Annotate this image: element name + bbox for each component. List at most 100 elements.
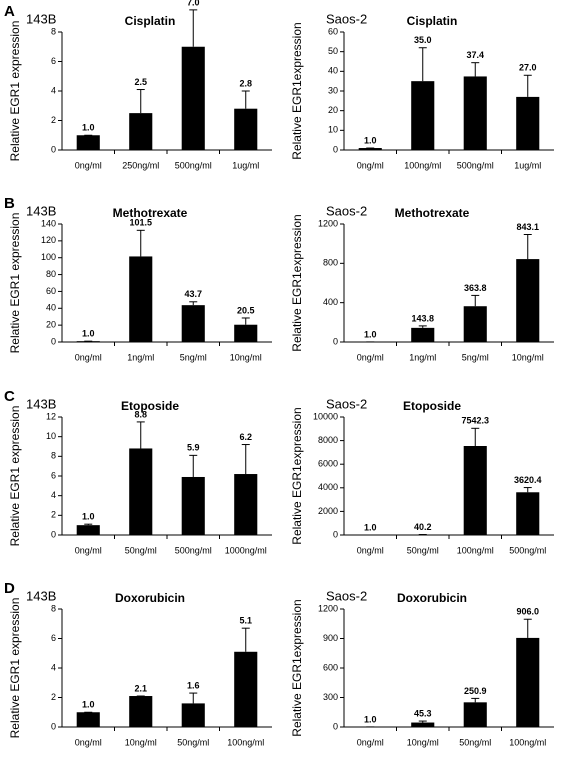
value-label: 40.2 xyxy=(414,522,432,532)
value-label: 1.0 xyxy=(364,714,377,724)
bar xyxy=(181,46,205,150)
value-label: 1.0 xyxy=(82,123,95,133)
y-tick-label: 2000 xyxy=(318,506,338,516)
cell-line: Saos-2 xyxy=(326,11,367,26)
bar xyxy=(358,148,382,150)
value-label: 906.0 xyxy=(516,607,539,617)
y-tick-label: 4 xyxy=(51,85,56,95)
x-tick-label: 100ng/ml xyxy=(457,545,494,555)
bar xyxy=(181,703,205,727)
cell-line: 143B xyxy=(26,588,56,603)
y-tick-label: 10000 xyxy=(313,411,338,421)
chart-title: Doxorubicin xyxy=(115,591,185,605)
cell-line: 143B xyxy=(26,396,56,411)
bar xyxy=(129,696,153,727)
chart-title: Methotrexate xyxy=(395,206,470,220)
bar xyxy=(129,448,153,535)
y-tick-label: 900 xyxy=(323,633,338,643)
value-label: 2.1 xyxy=(134,683,147,693)
bar xyxy=(129,256,153,342)
y-tick-label: 20 xyxy=(328,105,338,115)
x-tick-label: 500ng/ml xyxy=(175,545,212,555)
value-label: 143.8 xyxy=(411,313,434,323)
bar xyxy=(234,108,258,150)
bar xyxy=(463,76,487,150)
y-tick-label: 60 xyxy=(328,26,338,36)
bar xyxy=(463,702,487,727)
x-tick-label: 50ng/ml xyxy=(407,545,439,555)
chart-title: Doxorubicin xyxy=(397,591,467,605)
value-label: 1.6 xyxy=(187,680,200,690)
bar xyxy=(76,712,100,727)
value-label: 2.8 xyxy=(239,78,252,88)
value-label: 7542.3 xyxy=(461,416,489,426)
bar xyxy=(516,637,540,727)
y-tick-label: 6 xyxy=(51,470,56,480)
x-tick-label: 5ng/ml xyxy=(180,352,207,362)
x-tick-label: 0ng/ml xyxy=(357,352,384,362)
y-tick-label: 20 xyxy=(46,320,56,330)
y-tick-label: 8 xyxy=(51,603,56,613)
y-tick-label: 8 xyxy=(51,451,56,461)
bar xyxy=(234,651,258,727)
x-tick-label: 1ng/ml xyxy=(409,352,436,362)
y-tick-label: 2 xyxy=(51,692,56,702)
cell-line: 143B xyxy=(26,11,56,26)
y-tick-label: 1200 xyxy=(318,603,338,613)
x-tick-label: 5ng/ml xyxy=(462,352,489,362)
y-axis-label: Relative EGR1 expression xyxy=(8,213,22,354)
y-tick-label: 0 xyxy=(51,144,56,154)
x-tick-label: 0ng/ml xyxy=(357,160,384,170)
y-tick-label: 300 xyxy=(323,692,338,702)
y-tick-label: 0 xyxy=(51,529,56,539)
bar xyxy=(76,525,100,535)
y-tick-label: 40 xyxy=(328,66,338,76)
bar xyxy=(411,81,435,150)
y-tick-label: 8 xyxy=(51,26,56,36)
x-tick-label: 100ng/ml xyxy=(227,737,264,747)
value-label: 45.3 xyxy=(414,708,432,718)
x-tick-label: 500ng/ml xyxy=(509,545,546,555)
y-tick-label: 50 xyxy=(328,46,338,56)
value-label: 1.0 xyxy=(364,522,377,532)
y-tick-label: 4 xyxy=(51,662,56,672)
bar xyxy=(516,492,540,535)
panel-letter: B xyxy=(4,195,15,212)
value-label: 43.7 xyxy=(184,289,202,299)
bar xyxy=(411,722,435,727)
panel-letter: D xyxy=(4,580,15,597)
bar xyxy=(463,446,487,535)
value-label: 5.1 xyxy=(239,616,252,626)
y-tick-label: 0 xyxy=(333,336,338,346)
x-tick-label: 1ug/ml xyxy=(514,160,541,170)
y-tick-label: 0 xyxy=(51,721,56,731)
panel-letter: A xyxy=(4,3,15,20)
bar xyxy=(411,327,435,342)
value-label: 8.8 xyxy=(134,409,147,419)
value-label: 5.9 xyxy=(187,443,200,453)
x-tick-label: 100ng/ml xyxy=(509,737,546,747)
cell-line: Saos-2 xyxy=(326,588,367,603)
y-axis-label: Relative EGR1 expression xyxy=(8,598,22,739)
bar xyxy=(463,306,487,342)
y-tick-label: 4000 xyxy=(318,482,338,492)
y-axis-label: Relative EGR1 expression xyxy=(8,21,22,162)
y-tick-label: 120 xyxy=(41,235,56,245)
x-tick-label: 50ng/ml xyxy=(177,737,209,747)
y-axis-label: Relative EGR1expression xyxy=(290,407,304,544)
x-tick-label: 0ng/ml xyxy=(75,160,102,170)
value-label: 27.0 xyxy=(519,63,537,73)
x-tick-label: 10ng/ml xyxy=(407,737,439,747)
y-tick-label: 80 xyxy=(46,269,56,279)
y-tick-label: 12 xyxy=(46,411,56,421)
y-tick-label: 10 xyxy=(328,125,338,135)
x-tick-label: 0ng/ml xyxy=(75,545,102,555)
value-label: 363.8 xyxy=(464,283,487,293)
x-tick-label: 1ng/ml xyxy=(127,352,154,362)
y-tick-label: 140 xyxy=(41,218,56,228)
chart-title: Cisplatin xyxy=(125,14,176,28)
x-tick-label: 100ng/ml xyxy=(404,160,441,170)
y-tick-label: 10 xyxy=(46,431,56,441)
chart-title: Etoposide xyxy=(403,399,461,413)
